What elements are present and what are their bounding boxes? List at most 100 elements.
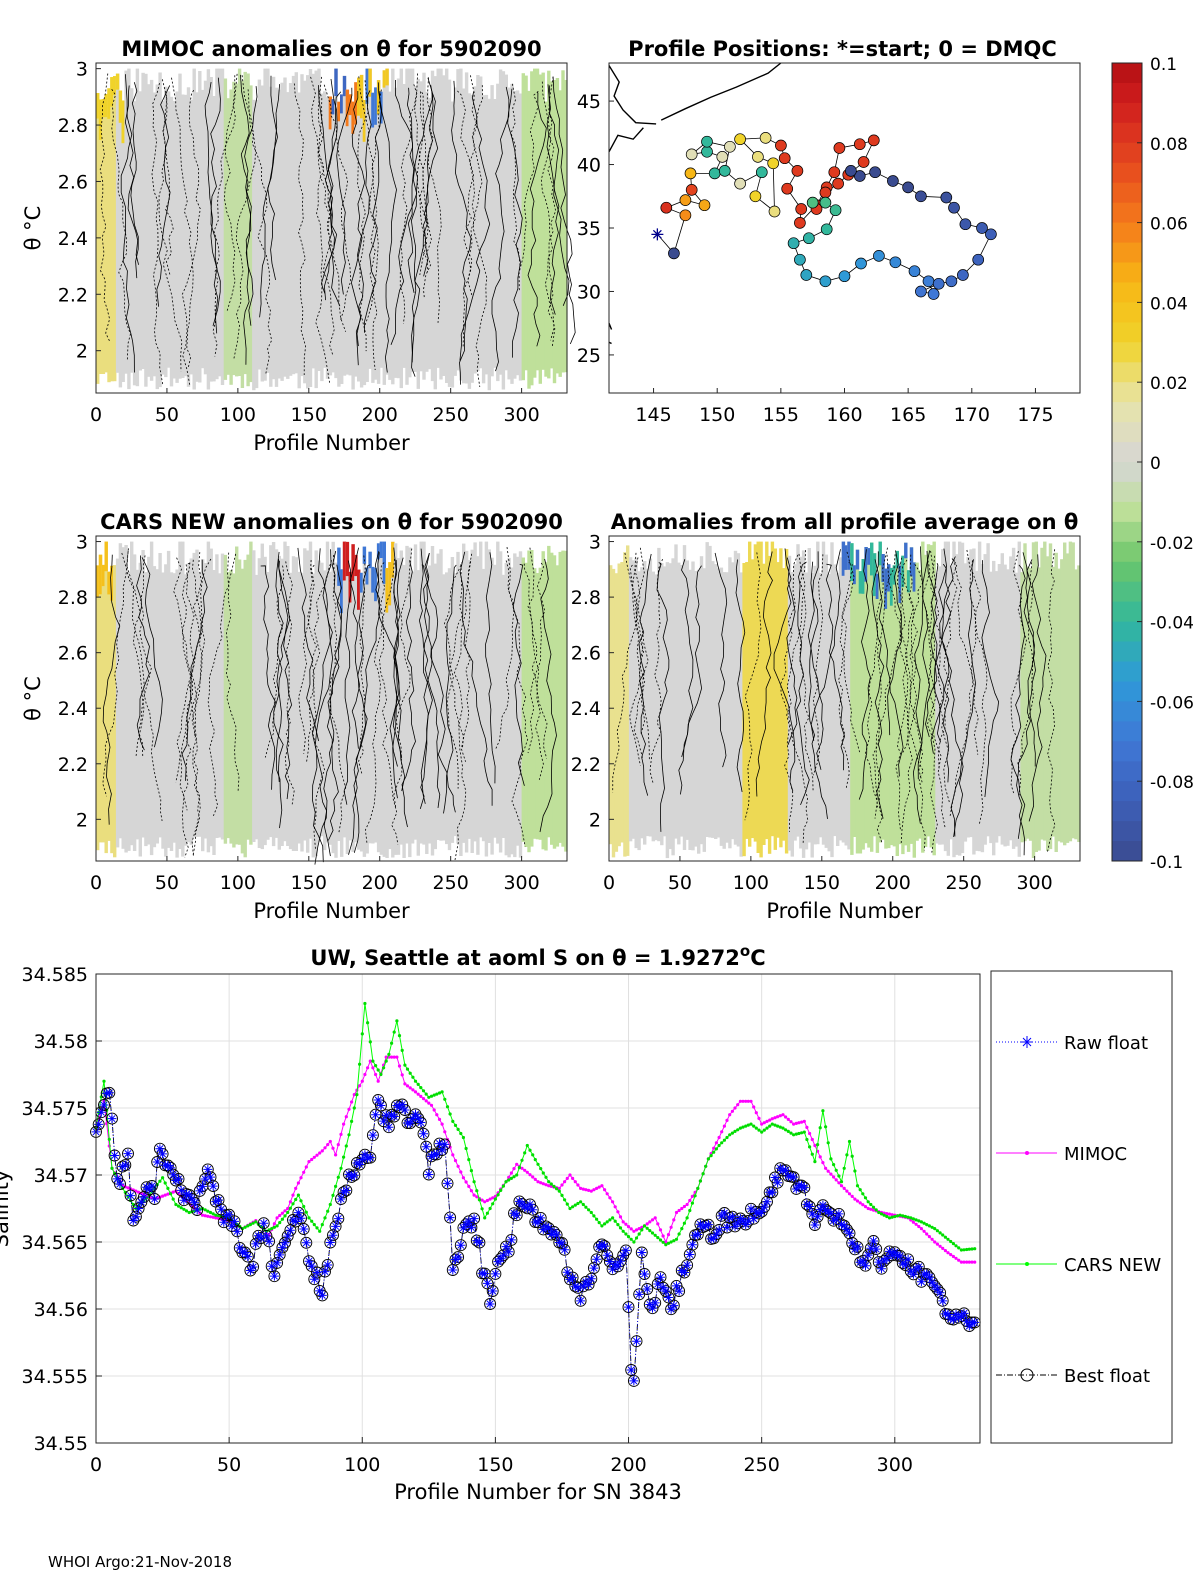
contour-line [348, 547, 366, 855]
mimoc-point [637, 1227, 641, 1231]
anomaly-cell [450, 101, 455, 388]
anomaly-cell [121, 100, 125, 382]
cars-point [110, 1166, 114, 1170]
anomaly-cell [201, 89, 205, 369]
colorbar-segment [1112, 402, 1142, 423]
anomaly-cell [121, 547, 125, 849]
mimoc-point [943, 1249, 948, 1253]
x-tick-label: 0 [603, 872, 615, 894]
cars-point [658, 1238, 663, 1242]
raw-float-marker [770, 1172, 780, 1182]
anomaly-cell [538, 74, 542, 384]
cars-point [690, 1201, 695, 1205]
x-tick-label: 200 [362, 404, 398, 426]
contour-line [825, 563, 846, 771]
anomaly-cell [790, 572, 794, 857]
anomaly-cell [206, 69, 211, 390]
anomaly-cell [909, 547, 914, 577]
cars-point [909, 1216, 913, 1220]
mimoc-point [749, 1099, 753, 1103]
anomaly-cell [935, 572, 939, 844]
axes-frame [608, 535, 1081, 862]
cars-point [296, 1193, 300, 1197]
anomaly-cell [507, 87, 511, 380]
cars-point [632, 1240, 636, 1244]
y-tick-label: 2 [76, 809, 88, 831]
anomaly-cell [736, 553, 741, 847]
cars-point [533, 1158, 537, 1162]
y-tick-label: 2.2 [571, 754, 601, 776]
raw-float-marker [357, 1154, 367, 1164]
x-tick-label: 300 [877, 1454, 913, 1476]
raw-float-marker [195, 1186, 205, 1196]
coastline [608, 62, 782, 153]
mimoc-point [863, 1205, 868, 1209]
contour-line [379, 91, 397, 373]
raw-float-marker [389, 1112, 399, 1122]
anomaly-cell [218, 573, 222, 838]
raw-float-marker [251, 1239, 261, 1249]
anomaly-cell [147, 556, 151, 845]
contour-line [512, 563, 525, 786]
raw-float-marker [562, 1267, 572, 1277]
cars-point [898, 1213, 902, 1217]
best-float-marker [319, 1265, 331, 1278]
contour-line [204, 82, 221, 327]
raw-float-marker [837, 1219, 847, 1229]
anomaly-cell [983, 554, 987, 845]
anomaly-cell [1077, 565, 1081, 842]
anomaly-cell [1037, 567, 1041, 851]
anomaly-cell [510, 567, 514, 855]
cars-point [709, 1154, 713, 1158]
y-axis-label: θ °C [21, 206, 45, 251]
anomaly-cell [365, 567, 369, 585]
anomaly-cell [110, 77, 114, 107]
raw-float-marker [634, 1289, 644, 1299]
raw-float-marker [738, 1216, 748, 1226]
raw-float-marker [285, 1225, 295, 1235]
contour-line [858, 549, 871, 800]
profile-position-marker [759, 132, 772, 144]
raw-float-marker [166, 1163, 176, 1173]
anomaly-cell [254, 100, 259, 389]
anomaly-cell [906, 570, 911, 593]
raw-float-marker [448, 1265, 458, 1275]
raw-float-marker [568, 1273, 578, 1283]
anomaly-cell [308, 541, 313, 839]
raw-float-marker [405, 1118, 415, 1128]
anomaly-cell [702, 568, 706, 852]
anomaly-cell [118, 543, 123, 839]
contour-line [223, 73, 238, 312]
cars-point [962, 1248, 966, 1252]
profile-position-marker [752, 151, 764, 163]
raw-float-marker [719, 1208, 729, 1218]
cars-point [752, 1124, 756, 1128]
colorbar-segment [1112, 102, 1142, 124]
anomaly-cell [334, 562, 338, 858]
mimoc-point [624, 1222, 628, 1226]
raw-float-marker [416, 1118, 426, 1128]
mimoc-point [778, 1114, 782, 1118]
cars-point [618, 1226, 623, 1230]
anomaly-cell [748, 541, 752, 847]
anomaly-cell [161, 101, 165, 375]
mimoc-point [861, 1203, 865, 1207]
cars-point [592, 1214, 596, 1218]
anomaly-cell [847, 541, 851, 850]
best-float-marker [843, 1227, 856, 1240]
mimoc-point [768, 1118, 772, 1122]
anomaly-cell [107, 88, 111, 119]
anomaly-cell [351, 544, 355, 581]
raw-float-marker [693, 1230, 703, 1240]
anomaly-cell [164, 564, 168, 857]
mimoc-point [571, 1176, 575, 1180]
anomaly-cell [490, 557, 494, 855]
raw-float-marker [938, 1296, 948, 1306]
raw-float-marker [283, 1231, 293, 1241]
mimoc-point [557, 1186, 561, 1190]
mimoc-point [320, 1149, 324, 1153]
mimoc-point [211, 1215, 215, 1219]
cars-point [477, 1198, 481, 1202]
anomaly-cell [314, 550, 318, 857]
raw-float-marker [235, 1243, 245, 1253]
